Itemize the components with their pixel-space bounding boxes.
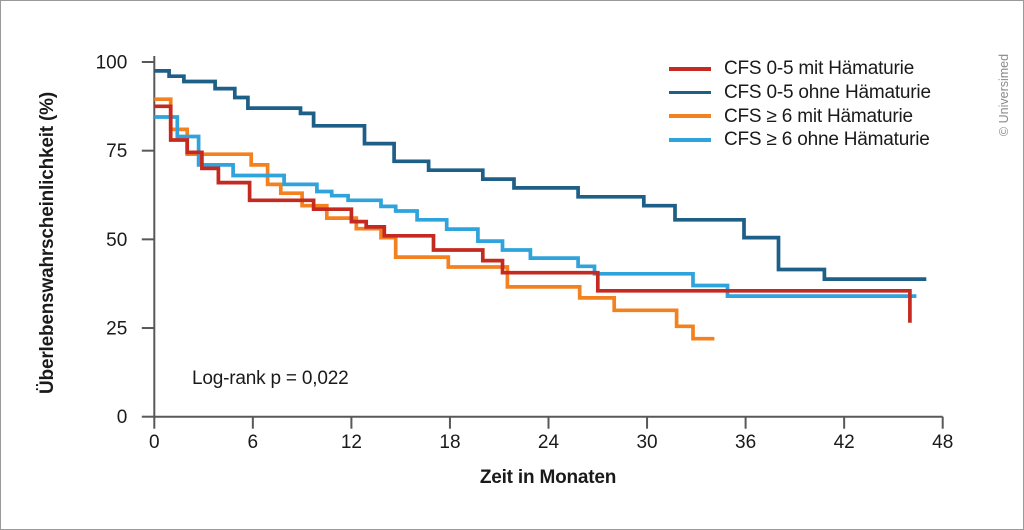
survival-curve-1 <box>154 69 927 281</box>
legend-swatch <box>669 67 711 71</box>
x-tick-label: 42 <box>834 432 855 453</box>
copyright-text: © Universimed <box>997 53 1011 137</box>
legend-swatch <box>669 90 711 95</box>
x-tick-label: 12 <box>341 432 362 453</box>
y-tick-label: 25 <box>106 319 127 340</box>
legend-label: CFS 0-5 ohne Hämaturie <box>724 82 931 104</box>
legend-swatch <box>669 138 711 142</box>
legend: CFS 0-5 mit Hämaturie CFS 0-5 ohne Hämatu… <box>669 57 931 152</box>
legend-label: CFS ≥ 6 mit Hämaturie <box>724 105 913 127</box>
legend-item-3: CFS ≥ 6 ohne Hämaturie <box>669 128 931 152</box>
x-tick-label: 18 <box>439 432 460 453</box>
legend-item-0: CFS 0-5 mit Hämaturie <box>669 57 931 81</box>
y-tick-label: 100 <box>96 53 128 74</box>
y-tick-label: 50 <box>106 230 127 251</box>
x-tick-label: 24 <box>538 432 560 453</box>
survival-curve-3 <box>154 115 917 298</box>
y-axis-title: Überlebenswahrscheinlichkeit (%) <box>37 92 58 394</box>
legend-item-1: CFS 0-5 ohne Hämaturie <box>669 81 931 105</box>
legend-label: CFS ≥ 6 ohne Hämaturie <box>724 129 930 151</box>
x-tick-label: 0 <box>149 432 160 453</box>
legend-swatch <box>669 114 711 119</box>
log-rank-annotation: Log-rank p = 0,022 <box>192 368 349 389</box>
y-tick-label: 75 <box>106 141 127 162</box>
x-tick-label: 36 <box>735 432 756 453</box>
x-tick-label: 6 <box>248 432 259 453</box>
x-tick-label: 30 <box>636 432 657 453</box>
legend-item-2: CFS ≥ 6 mit Hämaturie <box>669 104 931 128</box>
survival-curve-0 <box>154 104 912 323</box>
y-tick-label: 0 <box>117 407 128 428</box>
x-axis-title: Zeit in Monaten <box>479 467 617 488</box>
x-tick-label: 48 <box>932 432 953 453</box>
legend-label: CFS 0-5 mit Hämaturie <box>724 58 915 80</box>
